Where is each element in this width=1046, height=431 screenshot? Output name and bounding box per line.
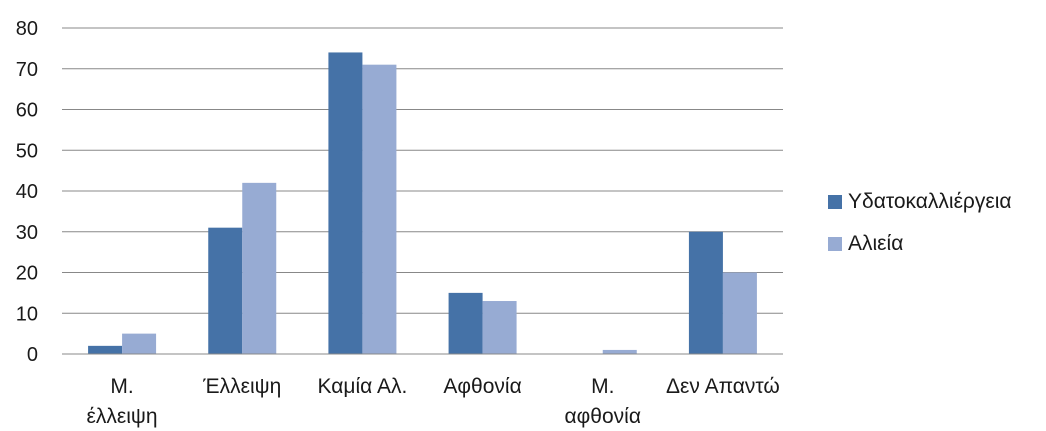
y-tick-label: 0 [27, 344, 38, 366]
y-tick-label: 20 [16, 263, 38, 285]
legend-label-fishing: Αλιεία [848, 232, 904, 255]
legend-swatch-aquaculture [828, 195, 842, 209]
x-category-label: Δεν Απαντώ [666, 375, 780, 398]
x-axis-labels: Μ. έλλειψη Έλλειψη Καμία Αλ. Αφθονία Μ. αφθονί… [87, 375, 780, 428]
x-category-label: Αφθονία [443, 375, 521, 398]
legend-label-aquaculture: Υδατοκαλλιέργεια [848, 190, 1012, 213]
legend-swatch-fishing [828, 237, 842, 251]
bar-fishing [602, 349, 637, 354]
bar-aquaculture [328, 52, 363, 354]
x-category-label: Έλλειψη [202, 375, 281, 398]
legend-item-fishing: Αλιεία [828, 228, 1012, 260]
bar-aquaculture [208, 227, 243, 354]
y-axis-ticks: 0 10 20 30 40 50 60 70 80 [16, 18, 38, 366]
gridlines [62, 27, 783, 314]
y-tick-label: 10 [16, 303, 38, 325]
bar-aquaculture [688, 231, 723, 354]
x-category-label: Καμία Αλ. [318, 375, 408, 398]
bar-aquaculture [448, 292, 483, 354]
y-tick-label: 60 [16, 100, 38, 122]
x-category-label: Μ. αφθονία [565, 375, 641, 428]
y-tick-label: 80 [16, 18, 38, 40]
legend: Υδατοκαλλιέργεια Αλιεία [828, 186, 1012, 270]
x-category-label: Μ. έλλειψη [87, 375, 158, 428]
bar-aquaculture [88, 345, 123, 354]
bar-fishing [362, 64, 397, 355]
y-tick-label: 40 [16, 181, 38, 203]
bar-fishing [482, 301, 517, 354]
y-tick-label: 70 [16, 59, 38, 81]
y-tick-label: 50 [16, 140, 38, 162]
bars [88, 52, 757, 355]
bar-fishing [242, 182, 277, 354]
y-tick-label: 30 [16, 222, 38, 244]
legend-item-aquaculture: Υδατοκαλλιέργεια [828, 186, 1012, 218]
bar-fishing [122, 333, 157, 354]
bar-fishing [722, 272, 757, 354]
